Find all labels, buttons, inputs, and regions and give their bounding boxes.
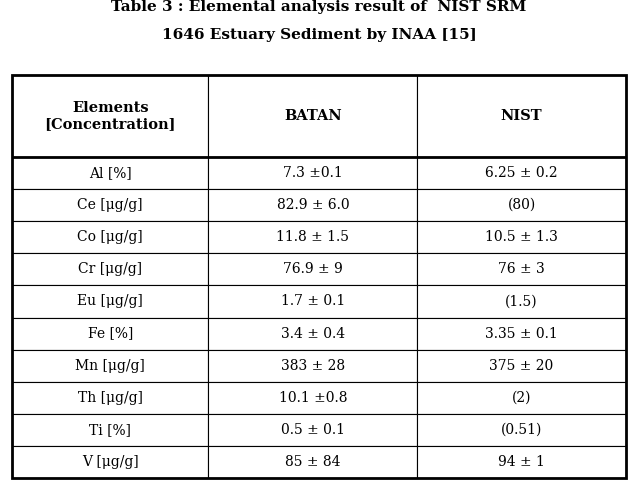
Text: Fe [%]: Fe [%] bbox=[87, 327, 133, 341]
Text: (1.5): (1.5) bbox=[505, 295, 538, 309]
Bar bbox=[209, 446, 417, 478]
Text: 94 ± 1: 94 ± 1 bbox=[498, 455, 545, 469]
Bar bbox=[209, 253, 417, 285]
Text: (2): (2) bbox=[512, 391, 531, 405]
Bar bbox=[417, 414, 626, 446]
Text: 1.7 ± 0.1: 1.7 ± 0.1 bbox=[281, 295, 345, 309]
Text: (0.51): (0.51) bbox=[501, 423, 542, 437]
Text: 0.5 ± 0.1: 0.5 ± 0.1 bbox=[281, 423, 345, 437]
Text: BATAN: BATAN bbox=[284, 109, 342, 123]
Bar bbox=[12, 382, 209, 414]
Text: 375 ± 20: 375 ± 20 bbox=[489, 359, 554, 373]
Text: Cr [μg/g]: Cr [μg/g] bbox=[78, 262, 142, 277]
Bar bbox=[12, 317, 209, 349]
Text: 10.1 ±0.8: 10.1 ±0.8 bbox=[279, 391, 347, 405]
Bar bbox=[417, 446, 626, 478]
Bar bbox=[12, 285, 209, 317]
Bar bbox=[12, 221, 209, 253]
Text: V [μg/g]: V [μg/g] bbox=[82, 455, 138, 469]
Bar bbox=[12, 414, 209, 446]
Bar bbox=[417, 157, 626, 189]
Text: 6.25 ± 0.2: 6.25 ± 0.2 bbox=[486, 166, 558, 180]
Bar bbox=[417, 382, 626, 414]
Bar bbox=[12, 157, 209, 189]
Bar bbox=[417, 349, 626, 382]
Text: 3.35 ± 0.1: 3.35 ± 0.1 bbox=[486, 327, 558, 341]
Bar bbox=[417, 221, 626, 253]
Bar bbox=[209, 414, 417, 446]
Bar bbox=[209, 285, 417, 317]
Text: Th [μg/g]: Th [μg/g] bbox=[78, 391, 143, 405]
Bar bbox=[417, 285, 626, 317]
Text: Mn [μg/g]: Mn [μg/g] bbox=[75, 359, 145, 373]
Bar bbox=[209, 317, 417, 349]
Bar bbox=[209, 189, 417, 221]
Text: Ce [μg/g]: Ce [μg/g] bbox=[77, 198, 143, 212]
Bar bbox=[209, 75, 417, 157]
Text: 11.8 ± 1.5: 11.8 ± 1.5 bbox=[276, 230, 350, 244]
Text: Al [%]: Al [%] bbox=[89, 166, 131, 180]
Bar bbox=[12, 349, 209, 382]
Text: 76 ± 3: 76 ± 3 bbox=[498, 262, 545, 277]
Text: 3.4 ± 0.4: 3.4 ± 0.4 bbox=[281, 327, 345, 341]
Bar bbox=[417, 253, 626, 285]
Text: Table 3 : Elemental analysis result of  NIST SRM: Table 3 : Elemental analysis result of N… bbox=[111, 0, 527, 14]
Bar bbox=[12, 446, 209, 478]
Text: 1646 Estuary Sediment by INAA [15]: 1646 Estuary Sediment by INAA [15] bbox=[161, 28, 477, 42]
Text: Co [μg/g]: Co [μg/g] bbox=[77, 230, 143, 244]
Bar bbox=[12, 189, 209, 221]
Text: 7.3 ±0.1: 7.3 ±0.1 bbox=[283, 166, 343, 180]
Text: 383 ± 28: 383 ± 28 bbox=[281, 359, 345, 373]
Bar bbox=[12, 75, 209, 157]
Text: NIST: NIST bbox=[501, 109, 542, 123]
Text: Eu [μg/g]: Eu [μg/g] bbox=[77, 295, 143, 309]
Bar bbox=[209, 221, 417, 253]
Bar bbox=[209, 349, 417, 382]
Bar bbox=[417, 189, 626, 221]
Bar bbox=[209, 157, 417, 189]
Text: (80): (80) bbox=[507, 198, 536, 212]
Text: Ti [%]: Ti [%] bbox=[89, 423, 131, 437]
Bar bbox=[417, 317, 626, 349]
Bar bbox=[209, 382, 417, 414]
Text: Elements
[Concentration]: Elements [Concentration] bbox=[45, 101, 176, 131]
Text: 10.5 ± 1.3: 10.5 ± 1.3 bbox=[485, 230, 558, 244]
Bar bbox=[417, 75, 626, 157]
Text: 82.9 ± 6.0: 82.9 ± 6.0 bbox=[276, 198, 349, 212]
Text: 85 ± 84: 85 ± 84 bbox=[285, 455, 341, 469]
Bar bbox=[12, 253, 209, 285]
Bar bbox=[12, 75, 626, 478]
Text: 76.9 ± 9: 76.9 ± 9 bbox=[283, 262, 343, 277]
